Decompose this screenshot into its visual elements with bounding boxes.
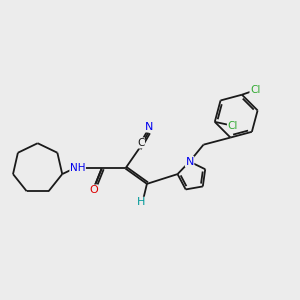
Text: O: O <box>89 185 98 195</box>
Text: Cl: Cl <box>227 121 238 130</box>
Text: C: C <box>137 138 145 148</box>
Text: N: N <box>185 157 194 166</box>
Text: H: H <box>136 197 145 207</box>
Text: NH: NH <box>70 164 86 173</box>
Text: Cl: Cl <box>250 85 260 95</box>
Text: N: N <box>145 122 153 132</box>
